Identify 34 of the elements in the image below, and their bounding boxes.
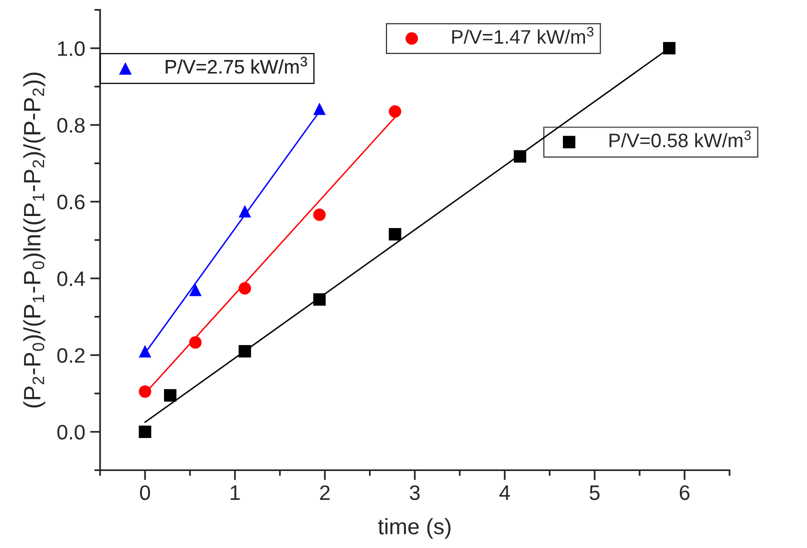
legend-label: P/V=1.47 kW/m$^{3}$ [452,26,594,44]
point [514,150,526,163]
y-tick-label: 0.0 [57,424,85,440]
x-axis-title: time (s) [378,518,450,539]
point [189,284,202,296]
point [663,42,676,54]
point [388,105,402,118]
x-tick-label: 3 [410,485,420,500]
point [189,336,202,349]
point [138,345,152,358]
x-tick-label: 2 [320,485,330,500]
point [138,426,152,438]
y-tick-label: 0.2 [57,348,84,363]
x-tick-label: 4 [499,486,510,500]
point [388,228,402,240]
point [313,208,326,221]
point [313,293,326,306]
point [238,345,252,358]
y-tick-label: 0.8 [57,118,85,133]
y-tick-label: 0.4 [57,271,85,286]
y-tick-label: 0.6 [57,194,85,210]
x-tick-label: 1 [230,486,240,500]
x-tick-label: 5 [590,486,600,500]
point [238,205,252,218]
x-tick-label: 6 [680,485,690,500]
x-tick-label: 0 [140,485,150,500]
legend-label: P/V=2.75 kW/m$^{3}$ [166,56,308,74]
point [164,389,176,402]
point [313,102,326,116]
y-tick-label: 1.0 [58,41,85,56]
point [238,282,252,295]
point [138,385,152,398]
text: (P$_{2}$-P$_{0}$)/(P$_{1}$-P$_{0}$)ln((P$_{1}$-P$_{2}$)/(P-P$_{2}$)) [23,72,46,408]
legend-label: P/V=0.58 kW/m$^{3}$ [610,130,751,148]
